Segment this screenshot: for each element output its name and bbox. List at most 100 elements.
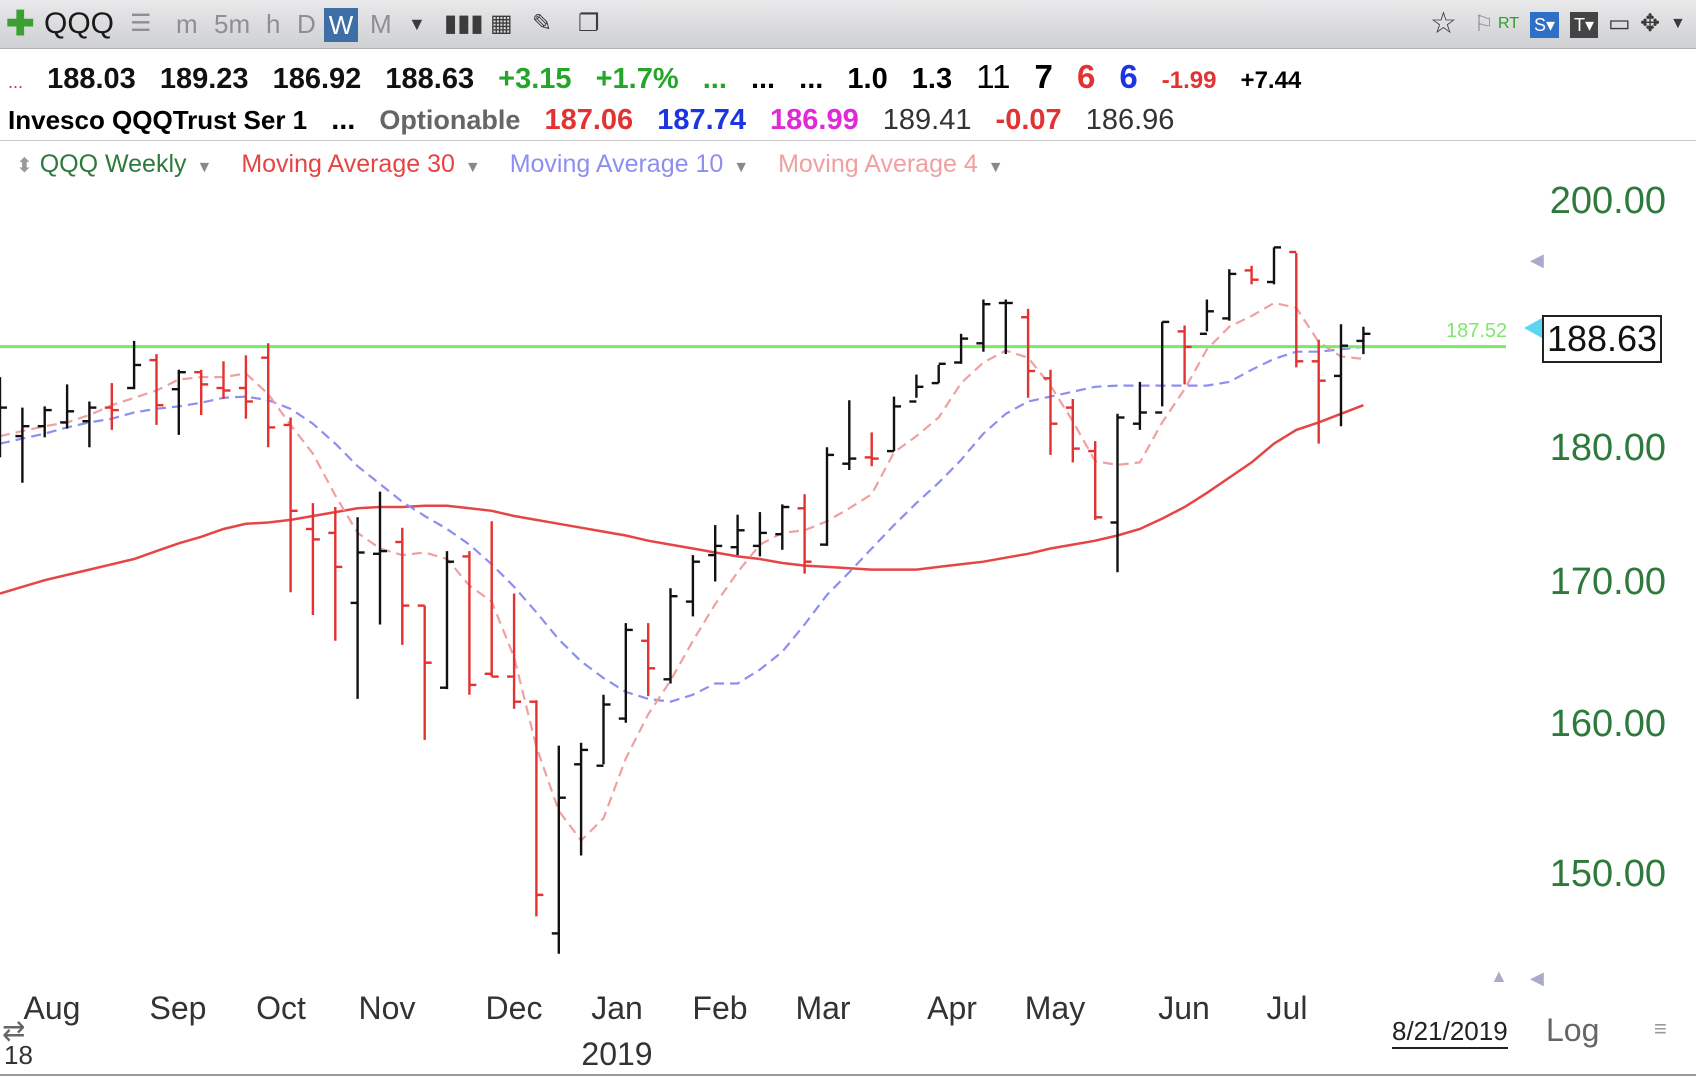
y-tick-150: 150.00 bbox=[1549, 853, 1666, 895]
chart-legend: ⬍ QQQ Weekly ▼ Moving Average 30 ▼ Moving … bbox=[16, 150, 1026, 179]
legend-ma30[interactable]: Moving Average 30 ▼ bbox=[241, 150, 480, 178]
list-icon[interactable]: ☰ bbox=[130, 10, 152, 37]
quote-close: 188.63 bbox=[385, 63, 475, 95]
quote-dots-3: ... bbox=[750, 63, 776, 95]
ohlc-bar bbox=[395, 527, 410, 645]
timeframe-h[interactable]: h bbox=[266, 9, 281, 39]
ohlc-bar bbox=[820, 447, 834, 546]
scroll-left-icon[interactable]: ◀ bbox=[1530, 250, 1544, 270]
ohlc-bar bbox=[998, 299, 1013, 355]
tv-icon[interactable]: T▾ bbox=[1570, 12, 1599, 38]
ohlc-bar bbox=[37, 406, 52, 438]
quote-n2: 7 bbox=[1034, 58, 1053, 95]
ohlc-bar bbox=[529, 700, 544, 917]
legend-ma30-label: Moving Average 30 bbox=[241, 150, 455, 178]
optionable-label: Optionable bbox=[379, 105, 521, 135]
ohlc-bar bbox=[864, 432, 879, 467]
refresh-icon[interactable]: ⇄ bbox=[2, 1015, 26, 1046]
timeframe-m[interactable]: m bbox=[176, 9, 198, 39]
ohlc-bar bbox=[641, 623, 656, 697]
quote-dots: ... bbox=[8, 72, 24, 92]
ohlc-bar bbox=[1334, 324, 1348, 427]
ohlc-bar bbox=[797, 494, 812, 574]
legend-series[interactable]: QQQ Weekly ▼ bbox=[40, 150, 213, 178]
reorder-icon[interactable]: ⬍ bbox=[16, 155, 33, 177]
legend-ma4[interactable]: Moving Average 4 ▼ bbox=[778, 150, 1004, 178]
ohlc-bar bbox=[775, 504, 790, 550]
quote-high: 189.23 bbox=[159, 63, 249, 95]
scroll-up-icon[interactable]: ▲ bbox=[1490, 966, 1508, 986]
ohlc-bar bbox=[216, 361, 231, 399]
date-readout[interactable]: 8/21/2019 bbox=[1392, 1016, 1508, 1049]
x-tick-jul: Jul bbox=[1266, 990, 1308, 1026]
s-icon[interactable]: S▾ bbox=[1530, 12, 1560, 38]
rt-icon[interactable]: RT bbox=[1498, 15, 1520, 32]
ohlc-bar bbox=[417, 604, 432, 740]
table-icon[interactable]: ▦ bbox=[490, 10, 513, 37]
pencil-icon[interactable]: ✎ bbox=[532, 10, 553, 37]
settings-lines-icon[interactable]: ≡ bbox=[1654, 1016, 1667, 1041]
x-tick-mar: Mar bbox=[795, 990, 851, 1026]
ohlc-bar bbox=[194, 369, 209, 415]
quote-dots-2: ... bbox=[702, 63, 727, 95]
ohlc-bar bbox=[1244, 265, 1259, 285]
header-separator bbox=[0, 140, 1696, 141]
bar-chart-icon[interactable]: ▮▮▮ bbox=[444, 10, 484, 37]
timeframe-5m[interactable]: 5m bbox=[214, 9, 251, 39]
last-price-box: 188.63 bbox=[1542, 315, 1662, 363]
line-value-label: 187.52 bbox=[1446, 320, 1508, 342]
ohlc-bar bbox=[1132, 381, 1147, 430]
ohlc-bar bbox=[752, 512, 767, 557]
chevron-down-icon: ▼ bbox=[464, 159, 481, 176]
quote-p4: 189.41 bbox=[882, 104, 972, 136]
ohlc-bar bbox=[1222, 269, 1237, 321]
ohlc-bar bbox=[440, 551, 454, 690]
ohlc-bar bbox=[931, 362, 946, 385]
x-tick-aug: Aug bbox=[23, 990, 81, 1026]
ma30-line bbox=[0, 404, 1364, 595]
note-icon[interactable]: ❐ bbox=[578, 10, 600, 37]
ohlc-bar bbox=[954, 333, 969, 364]
flag-icon[interactable]: ⚐ bbox=[1474, 11, 1494, 36]
ohlc-bar bbox=[976, 299, 991, 352]
ohlc-bar bbox=[373, 491, 387, 625]
quote-change: +3.15 bbox=[498, 63, 572, 95]
ohlc-bar bbox=[149, 354, 164, 425]
ohlc-bar bbox=[1311, 339, 1326, 444]
ohlc-bar bbox=[730, 514, 745, 556]
menu-chevron-icon[interactable]: ▼ bbox=[1670, 15, 1686, 32]
ohlc-bar bbox=[685, 555, 700, 617]
move-icon[interactable]: ✥ bbox=[1640, 10, 1661, 37]
x-tick-nov: Nov bbox=[358, 990, 416, 1026]
symbol-input[interactable]: QQQ bbox=[44, 7, 115, 40]
quote-row-1: ... 188.03 189.23 186.92 188.63 +3.15 +1… bbox=[8, 58, 1317, 96]
save-icon[interactable]: ▭ bbox=[1608, 10, 1631, 37]
y-tick-180: 180.00 bbox=[1549, 427, 1666, 469]
x-tick-apr: Apr bbox=[927, 990, 977, 1026]
ma10-line bbox=[0, 345, 1364, 703]
log-scale-toggle[interactable]: Log bbox=[1546, 1012, 1600, 1048]
star-icon[interactable]: ☆ bbox=[1430, 7, 1457, 40]
scroll-left-small-icon[interactable]: ◀ bbox=[1530, 968, 1544, 988]
security-name: Invesco QQQTrust Ser 1 bbox=[8, 105, 308, 135]
chevron-down-icon: ▼ bbox=[733, 159, 750, 176]
ohlc-bar bbox=[60, 384, 75, 429]
chevron-down-icon[interactable]: ▼ bbox=[408, 14, 426, 34]
ohlc-bar bbox=[574, 742, 589, 856]
quote-p1: 187.06 bbox=[544, 104, 634, 136]
legend-ma10-label: Moving Average 10 bbox=[509, 150, 724, 178]
ohlc-bar bbox=[328, 507, 343, 641]
timeframe-m-monthly[interactable]: M bbox=[370, 9, 392, 39]
plus-icon[interactable]: ✚ bbox=[6, 5, 35, 43]
timeframe-d[interactable]: D bbox=[297, 9, 316, 39]
chevron-down-icon: ▼ bbox=[196, 159, 213, 176]
legend-ma10[interactable]: Moving Average 10 ▼ bbox=[510, 150, 749, 178]
ohlc-bar bbox=[1356, 326, 1371, 355]
chevron-down-icon: ▼ bbox=[987, 159, 1004, 176]
quote-dots-4: ... bbox=[799, 63, 824, 95]
ohlc-bar bbox=[0, 377, 7, 458]
y-tick-160: 160.00 bbox=[1549, 703, 1666, 745]
quote-open: 188.03 bbox=[47, 63, 136, 95]
timeframe-w[interactable]: W bbox=[324, 8, 358, 42]
